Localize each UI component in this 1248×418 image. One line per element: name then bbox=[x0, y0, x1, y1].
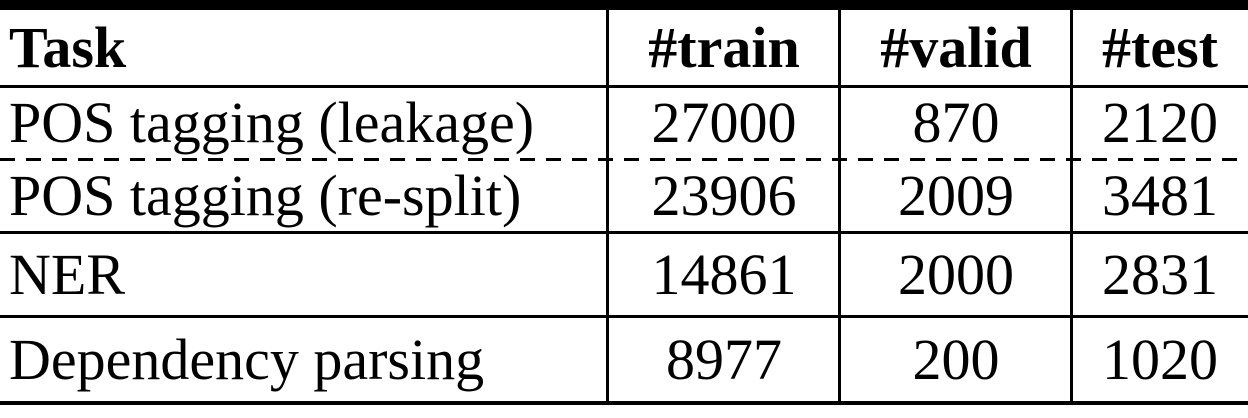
vertical-rule-task-train bbox=[606, 10, 609, 405]
cell-valid: 2000 bbox=[898, 241, 1014, 307]
header-cell-test: #test bbox=[1102, 14, 1218, 80]
vertical-rule-valid-test bbox=[1070, 10, 1073, 405]
cell-valid: 2009 bbox=[898, 163, 1014, 228]
cell-test: 2831 bbox=[1102, 241, 1218, 307]
cell-train: 8977 bbox=[666, 326, 782, 392]
cell-valid: 200 bbox=[912, 326, 1000, 392]
header-rule bbox=[0, 85, 1248, 88]
cell-valid: 870 bbox=[912, 90, 1000, 155]
top-rule bbox=[0, 0, 1248, 10]
vertical-rule-train-valid bbox=[838, 10, 841, 405]
header-cell-valid: #valid bbox=[880, 14, 1032, 80]
cell-test: 2120 bbox=[1102, 90, 1218, 155]
cell-task: POS tagging (leakage) bbox=[9, 90, 535, 155]
cell-test: 3481 bbox=[1102, 163, 1218, 228]
bottom-rule bbox=[0, 401, 1248, 405]
cell-train: 27000 bbox=[651, 90, 797, 155]
row-rule bbox=[0, 231, 1248, 234]
cell-task: Dependency parsing bbox=[9, 326, 485, 392]
dataset-splits-table: Task #train #valid #test POS tagging (le… bbox=[0, 0, 1248, 405]
cell-task: NER bbox=[9, 241, 125, 307]
cell-task: POS tagging (re-split) bbox=[9, 163, 522, 228]
cell-test: 1020 bbox=[1102, 326, 1218, 392]
cell-train: 23906 bbox=[651, 163, 797, 228]
row-rule bbox=[0, 315, 1248, 318]
dashed-rule bbox=[0, 158, 1248, 161]
header-cell-train: #train bbox=[648, 14, 800, 80]
header-cell-task: Task bbox=[9, 14, 127, 80]
cell-train: 14861 bbox=[651, 241, 797, 307]
